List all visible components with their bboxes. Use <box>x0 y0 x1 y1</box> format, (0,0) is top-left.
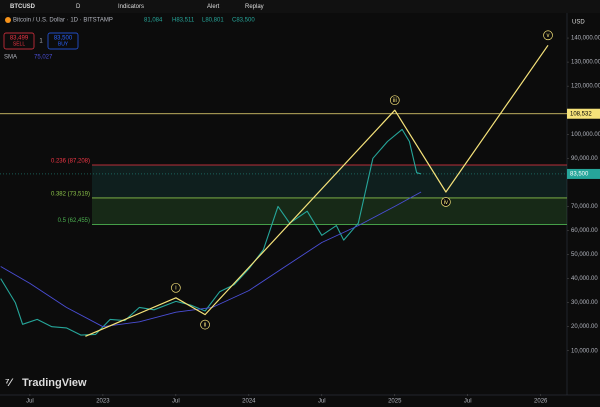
wave-marker <box>171 282 181 293</box>
x-tick-label: Jul <box>172 399 180 405</box>
ohlc: 81,084 <box>144 18 163 24</box>
buy-price: 83,500 <box>54 36 73 42</box>
brand: TradingView <box>22 377 87 389</box>
wave-marker <box>441 197 451 207</box>
currency[interactable]: USD <box>572 20 585 26</box>
y-tick-label: 120,000.00 <box>571 84 600 90</box>
ohlc: L80,801 <box>202 18 224 24</box>
x-tick-label: 2026 <box>534 399 548 405</box>
toolbar <box>0 0 600 13</box>
buy-button[interactable] <box>47 32 79 50</box>
y-tick-label: 20,000.00 <box>571 324 598 330</box>
fib-label: 0.236 (87,208) <box>51 159 90 165</box>
y-tick-label: 70,000.00 <box>571 204 598 210</box>
price-line <box>0 128 422 336</box>
level-tag <box>567 108 600 119</box>
fib-label: 0.382 (73,519) <box>51 192 90 198</box>
wave-marker <box>389 95 400 106</box>
fib-label: 0.5 (62,455) <box>58 218 90 224</box>
x-tick-label: Jul <box>464 399 472 405</box>
coin-icon <box>5 17 11 23</box>
y-tick-label: 140,000.00 <box>571 36 600 42</box>
symbol[interactable]: BTCUSD <box>10 4 36 10</box>
x-tick-label: 2023 <box>96 399 110 405</box>
wave-marker <box>200 319 210 330</box>
level-tag-label: 108,532 <box>570 111 592 117</box>
wave-label: ii <box>204 323 207 329</box>
ohlc: C83,500 <box>232 18 255 24</box>
toolbar-button[interactable]: Replay <box>245 4 264 10</box>
y-tick-label: 90,000.00 <box>571 156 598 162</box>
y-tick-label: 130,000.00 <box>571 60 600 66</box>
wave-label: i <box>175 286 176 292</box>
wave-marker <box>543 30 553 41</box>
wave-line <box>85 44 549 337</box>
sell-price: 83,499 <box>10 36 29 42</box>
x-tick-label: Jul <box>318 399 326 405</box>
y-tick-label: 100,000.00 <box>571 132 600 138</box>
wave-label: iii <box>393 98 397 104</box>
fib-zone <box>92 165 567 198</box>
brand-logo: ⁷⁄ <box>5 377 14 389</box>
y-tick-label: 30,000.00 <box>571 300 598 306</box>
chart-title: Bitcoin / U.S. Dollar · 1D · BITSTAMP <box>13 18 113 24</box>
fib-zone <box>92 197 567 225</box>
ohlc: H83,511 <box>172 18 195 24</box>
y-tick-label: 10,000.00 <box>571 348 598 354</box>
y-tick-label: 40,000.00 <box>571 276 598 282</box>
indicator-name: SMA <box>4 55 17 61</box>
toolbar-button[interactable]: Indicators <box>118 4 144 10</box>
last-price-tag <box>567 168 600 179</box>
indicator-value: 75,027 <box>34 55 53 61</box>
x-tick-label: Jul <box>26 399 34 405</box>
sell-label: SELL <box>13 41 25 47</box>
toolbar-button[interactable]: Alert <box>207 4 220 10</box>
y-tick-label: 60,000.00 <box>571 228 598 234</box>
last-price-label: 83,500 <box>570 172 589 178</box>
wave-label: v <box>547 33 550 39</box>
wave-label: iv <box>444 200 448 206</box>
y-tick-label: 50,000.00 <box>571 252 598 258</box>
x-tick-label: 2025 <box>388 399 402 405</box>
sell-button[interactable] <box>3 32 35 50</box>
spread: 1 <box>39 39 43 45</box>
x-tick-label: 2024 <box>242 399 256 405</box>
interval[interactable]: D <box>76 4 81 10</box>
buy-label: BUY <box>58 41 69 47</box>
